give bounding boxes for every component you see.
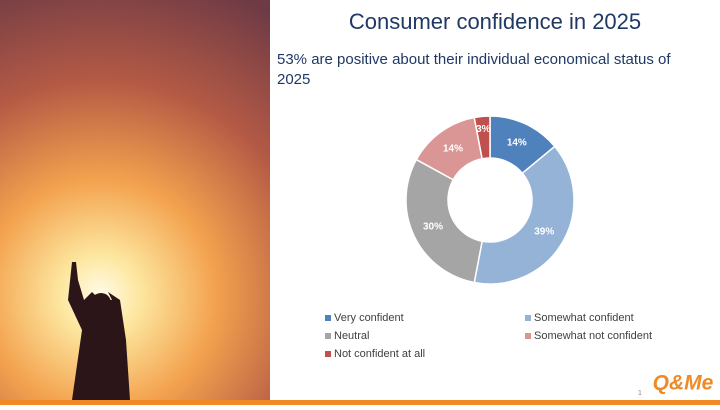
donut-slice [473, 115, 491, 160]
donut: 14% 39% 30% 14% 3% [405, 115, 575, 285]
legend-swatch [525, 315, 531, 321]
data-label: 39% [534, 227, 554, 238]
silhouette-head [91, 293, 111, 313]
silhouette [68, 262, 130, 400]
donut-slice [405, 158, 484, 284]
logo: Q&Me [653, 372, 714, 395]
legend-label: Neutral [334, 330, 369, 342]
legend-swatch [525, 333, 531, 339]
data-label: 14% [443, 144, 463, 155]
chart-title: Consumer confidence in 2025 [349, 9, 641, 34]
legend-swatch [325, 333, 331, 339]
legend-swatch [325, 351, 331, 357]
legend-label: Somewhat confident [534, 312, 634, 324]
photo [0, 0, 270, 400]
legend-swatch [325, 315, 331, 321]
data-label: 3% [476, 124, 491, 135]
legend-label: Somewhat not confident [534, 330, 652, 342]
legend-label: Very confident [334, 312, 404, 324]
legend-label: Not confident at all [334, 348, 425, 360]
data-label: 14% [507, 138, 527, 149]
chart-subtitle: 53% are positive about their individual … [277, 51, 671, 88]
page-number: 1 [638, 390, 642, 397]
subtitle-box: 53% are positive about their individual … [277, 51, 671, 88]
legend: Very confident Somewhat confident Neutral S… [325, 312, 652, 360]
data-label: 30% [423, 221, 443, 232]
footer-bar [0, 400, 720, 405]
donut-slice [473, 145, 575, 285]
